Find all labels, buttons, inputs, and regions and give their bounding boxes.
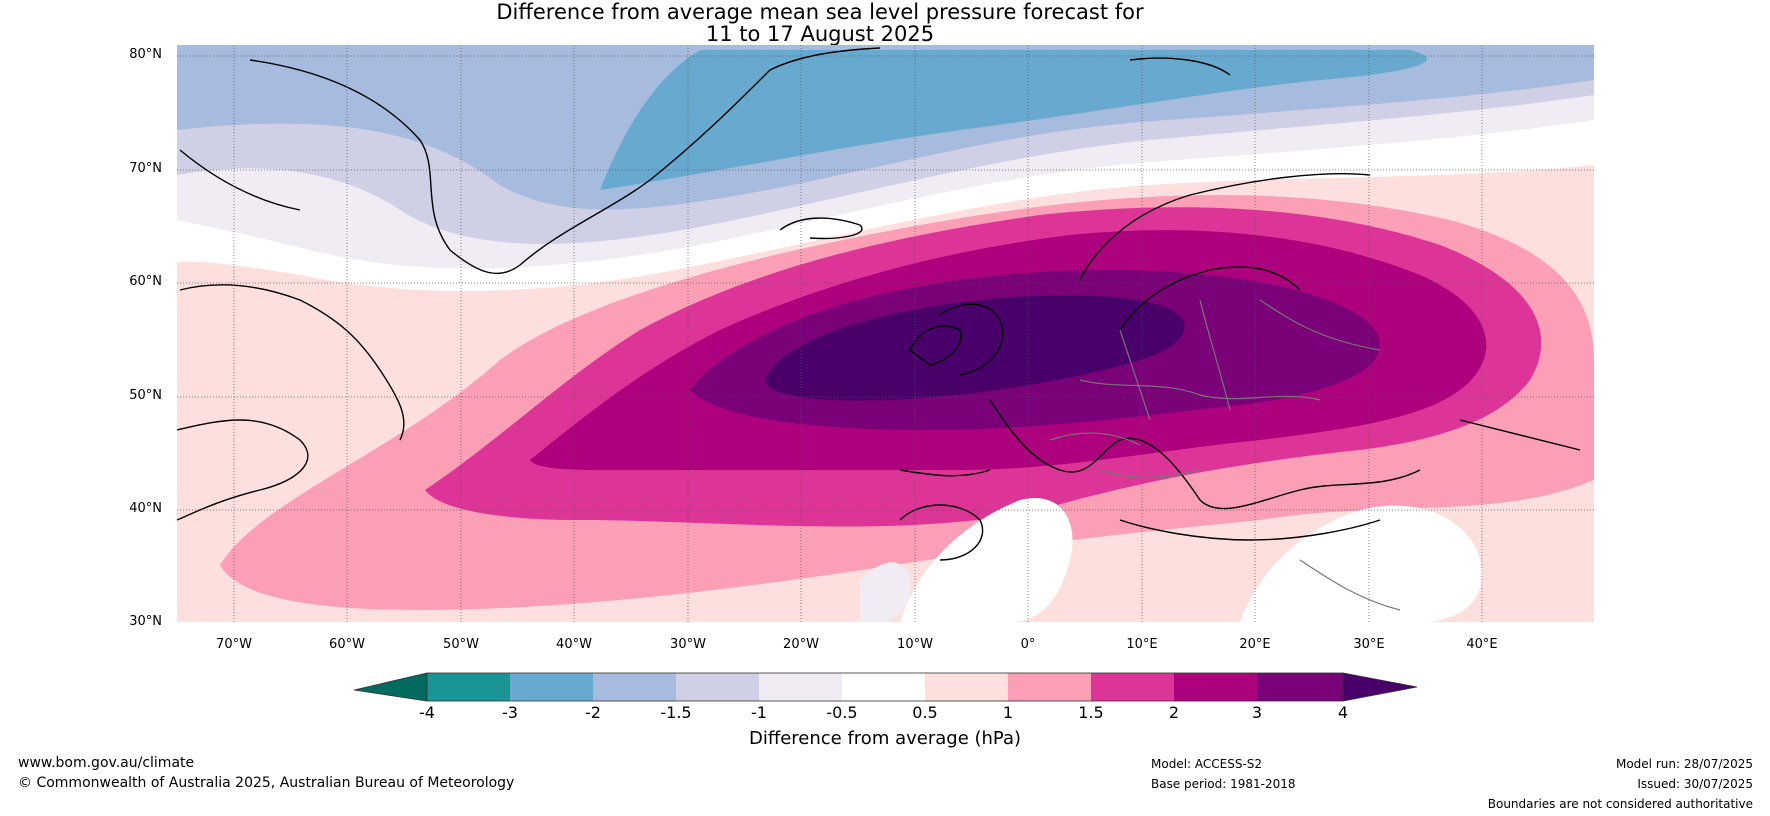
coastlines xyxy=(177,47,1581,561)
colorbar-bin xyxy=(1008,673,1091,701)
lon-label: 10°E xyxy=(1126,637,1158,652)
lon-label: 70°W xyxy=(216,637,252,652)
colorbar-label: Difference from average (hPa) xyxy=(748,728,1022,749)
map-title-line-2: 11 to 17 August 2025 xyxy=(705,22,935,46)
lat-label: 30°N xyxy=(129,614,162,629)
map-title-line-1: Difference from average mean sea level p… xyxy=(496,0,1144,24)
lon-label: 30°W xyxy=(670,637,706,652)
lon-label: 40°W xyxy=(556,637,592,652)
colorbar-tick: -3 xyxy=(502,703,518,722)
footer-base-period: Base period: 1981-2018 xyxy=(1151,777,1296,791)
lon-label: 40°E xyxy=(1466,637,1498,652)
footer-disclaimer: Boundaries are not considered authoritat… xyxy=(1487,797,1753,811)
lat-label: 40°N xyxy=(129,501,162,516)
gridlines xyxy=(177,45,1594,622)
colorbar xyxy=(353,672,1418,702)
lon-label: 20°E xyxy=(1239,637,1271,652)
colorbar-tick: -4 xyxy=(419,703,435,722)
colorbar-bin xyxy=(759,673,842,701)
map-field xyxy=(177,45,1594,622)
colorbar-bin xyxy=(925,673,1008,701)
colorbar-tick: -2 xyxy=(585,703,601,722)
colorbar-bin xyxy=(1091,673,1174,701)
lon-label: 50°W xyxy=(443,637,479,652)
footer-model-run: Model run: 28/07/2025 xyxy=(1615,757,1753,771)
colorbar-tick: 0.5 xyxy=(912,703,938,722)
colorbar-tick: 1 xyxy=(1002,703,1014,722)
lon-label: 10°W xyxy=(897,637,933,652)
lon-label: 0° xyxy=(1020,637,1036,652)
colorbar-extend-max xyxy=(1342,672,1418,702)
colorbar-bin xyxy=(427,673,510,701)
lon-label: 30°E xyxy=(1353,637,1385,652)
colorbar-bin xyxy=(1174,673,1257,701)
colorbar-tick: 4 xyxy=(1337,703,1349,722)
colorbar-tick: 2 xyxy=(1168,703,1180,722)
colorbar-bin xyxy=(676,673,759,701)
footer-issued: Issued: 30/07/2025 xyxy=(1637,777,1753,791)
colorbar-extend-min xyxy=(353,672,428,702)
footer-website: www.bom.gov.au/climate xyxy=(18,755,195,771)
footer-copyright: © Commonwealth of Australia 2025, Austra… xyxy=(18,775,515,791)
colorbar-tick: 3 xyxy=(1251,703,1263,722)
lat-label: 70°N xyxy=(129,161,162,176)
lat-label: 80°N xyxy=(129,47,162,62)
colorbar-tick: -1.5 xyxy=(660,703,692,722)
colorbar-tick: 1.5 xyxy=(1078,703,1104,722)
lat-label: 60°N xyxy=(129,274,162,289)
country-borders xyxy=(1049,299,1401,611)
lon-label: 60°W xyxy=(329,637,365,652)
colorbar-bin xyxy=(510,673,593,701)
colorbar-tick: -0.5 xyxy=(826,703,858,722)
colorbar-tick: -1 xyxy=(751,703,767,722)
colorbar-bin xyxy=(1257,673,1343,701)
footer-model: Model: ACCESS-S2 xyxy=(1151,757,1263,771)
colorbar-bin xyxy=(593,673,676,701)
lon-label: 20°W xyxy=(783,637,819,652)
lat-label: 50°N xyxy=(129,388,162,403)
colorbar-bin xyxy=(842,673,925,701)
